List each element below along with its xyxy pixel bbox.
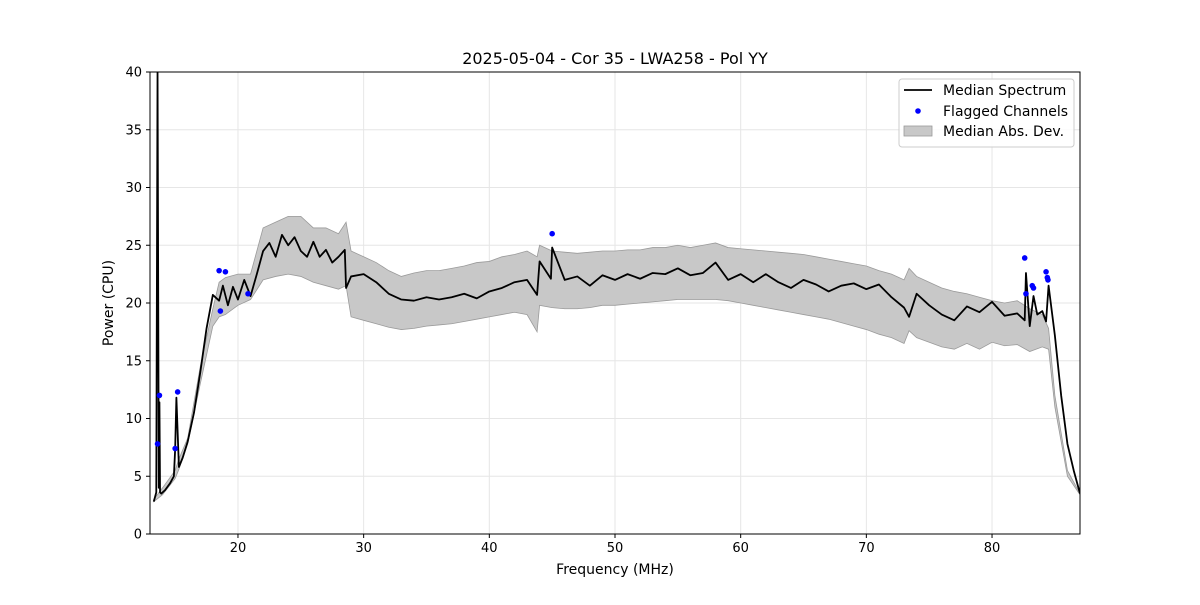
legend-marker-swatch — [915, 108, 921, 114]
x-tick-label: 70 — [858, 541, 875, 556]
x-tick-label: 80 — [984, 541, 1001, 556]
legend: Median Spectrum Flagged Channels Median … — [898, 78, 1075, 148]
legend-box — [898, 78, 1075, 148]
flagged-channel-point — [1021, 255, 1028, 261]
flagged-channel-point — [156, 392, 163, 399]
y-tick-label: 5 — [134, 470, 142, 485]
flagged-channel-point — [549, 230, 555, 237]
x-tick-label: 50 — [607, 541, 624, 556]
median-spectrum-line — [152, 72, 1080, 502]
y-tick-label: 20 — [125, 297, 142, 312]
flagged-channel-point — [172, 445, 178, 452]
y-tick-label: 0 — [134, 528, 142, 543]
flagged-channel-point — [222, 269, 229, 275]
flagged-channel-point — [216, 267, 222, 274]
legend-label-median: Median Spectrum — [943, 83, 1066, 99]
legend-label-flagged: Flagged Channels — [943, 104, 1068, 120]
x-tick-label: 30 — [355, 541, 372, 556]
flagged-channel-point — [154, 441, 161, 447]
median-abs-dev-band — [153, 215, 1080, 503]
axis-ticks: 20 30 40 50 60 70 80 0 5 10 15 20 25 30 35 40 — [125, 66, 1000, 557]
x-axis-label: Frequency (MHz) — [556, 562, 674, 578]
flagged-channel-point — [217, 308, 224, 314]
y-tick-label: 30 — [125, 181, 142, 196]
flagged-channel-point — [174, 389, 181, 395]
y-tick-label: 35 — [125, 123, 142, 138]
flagged-channel-point — [1043, 269, 1049, 275]
y-tick-label: 15 — [125, 354, 142, 369]
y-tick-label: 25 — [125, 239, 142, 254]
y-axis-label: Power (CPU) — [101, 260, 117, 346]
x-tick-label: 40 — [481, 541, 498, 556]
flagged-channel-point — [1030, 285, 1037, 291]
y-tick-label: 40 — [125, 66, 142, 81]
x-tick-label: 60 — [732, 541, 749, 556]
legend-patch-swatch — [903, 125, 933, 137]
flagged-channel-point — [1045, 277, 1051, 283]
legend-label-mad: Median Abs. Dev. — [943, 124, 1064, 140]
y-tick-label: 10 — [125, 412, 142, 427]
chart-title: 2025-05-04 - Cor 35 - LWA258 - Pol YY — [462, 49, 768, 68]
flagged-channels — [154, 230, 1051, 452]
x-tick-label: 20 — [230, 541, 247, 556]
flagged-channel-point — [245, 290, 251, 297]
flagged-channel-point — [1023, 290, 1029, 297]
